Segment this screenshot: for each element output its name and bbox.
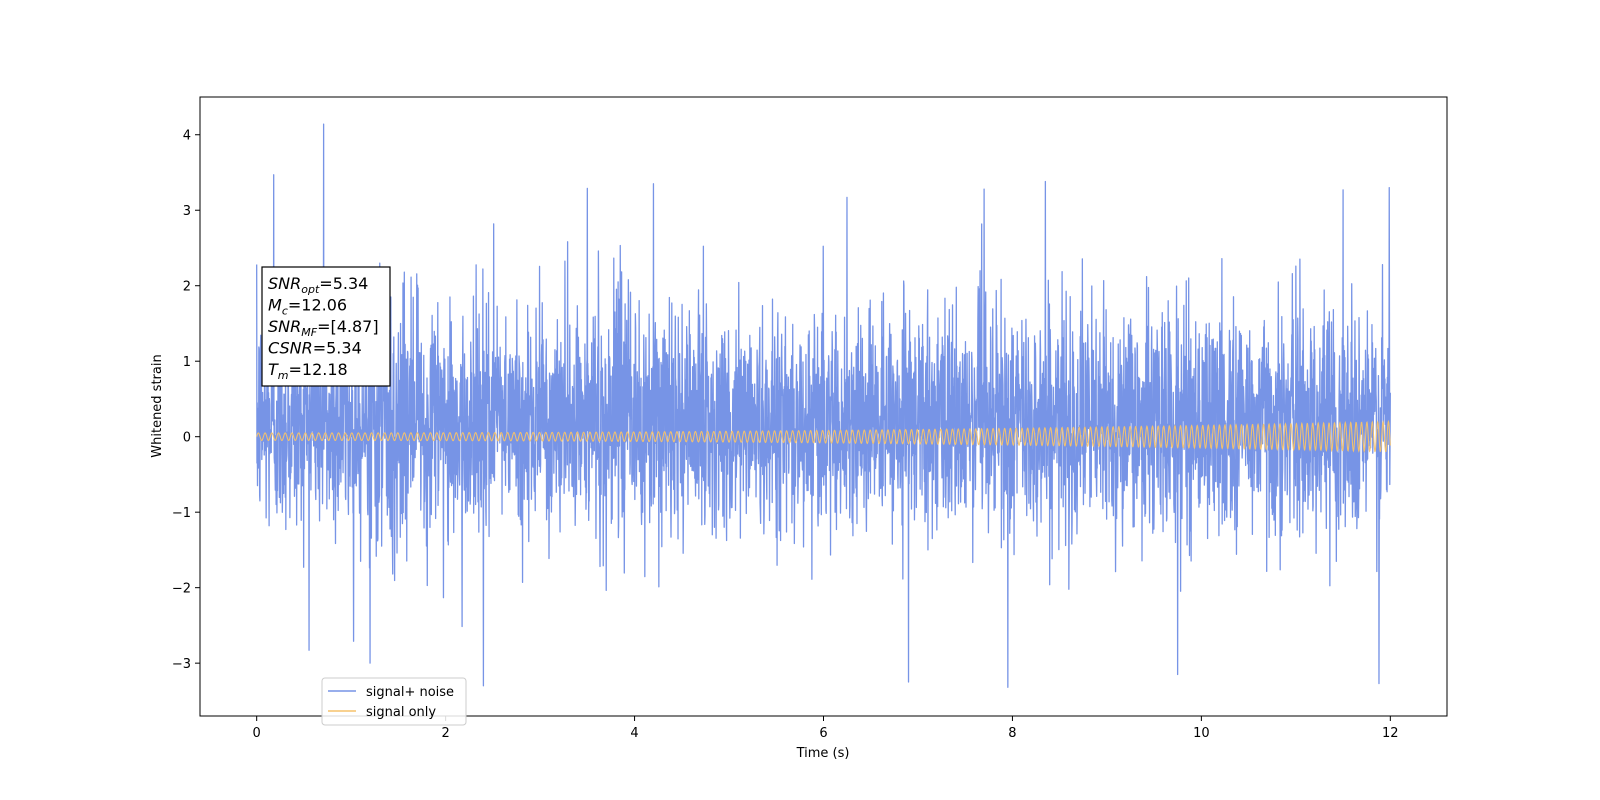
y-tick-label: 2: [183, 280, 191, 295]
x-tick-label: 10: [1193, 726, 1210, 741]
annotation-line: SNRMF=[4.87]: [268, 317, 379, 339]
series-signal-noise: [256, 123, 1391, 688]
annotation-line: Tm=12.18: [268, 360, 348, 382]
x-tick-label: 0: [253, 726, 261, 741]
legend-label-signal-noise: signal+ noise: [366, 685, 454, 700]
legend: signal+ noise signal only: [321, 677, 467, 726]
annotation-frame: [261, 266, 391, 387]
y-tick-label: −3: [172, 657, 191, 672]
x-axis-label: Time (s): [796, 746, 850, 761]
annotation-box: SNRopt=5.34Mc=12.06SNRMF=[4.87]CSNR=5.34…: [261, 266, 391, 387]
x-tick-label: 6: [819, 726, 827, 741]
y-axis: −3 −2 −1 0 1 2 3 4: [172, 129, 200, 672]
legend-label-signal-only: signal only: [366, 705, 436, 720]
y-tick-label: 4: [183, 129, 191, 144]
series-line-signal-only: [256, 419, 1391, 453]
series-signal-only: [256, 419, 1391, 453]
x-tick-label: 12: [1382, 726, 1399, 741]
y-tick-label: 3: [183, 204, 191, 219]
x-tick-label: 4: [630, 726, 638, 741]
annotation-line: Mc=12.06: [268, 296, 347, 318]
x-tick-label: 2: [441, 726, 449, 741]
annotation-line: CSNR=5.34: [268, 339, 362, 358]
x-axis: 0 2 4 6 8 10 12: [253, 716, 1399, 741]
annotation-line: SNRopt=5.34: [268, 274, 368, 296]
y-axis-label: Whitened strain: [150, 354, 165, 457]
series-line-signal-noise: [256, 123, 1391, 688]
y-tick-label: −2: [172, 582, 191, 597]
legend-frame: [321, 677, 467, 726]
x-tick-label: 8: [1008, 726, 1016, 741]
y-tick-label: 1: [183, 355, 191, 370]
y-tick-label: −1: [172, 506, 191, 521]
y-tick-label: 0: [183, 431, 191, 446]
